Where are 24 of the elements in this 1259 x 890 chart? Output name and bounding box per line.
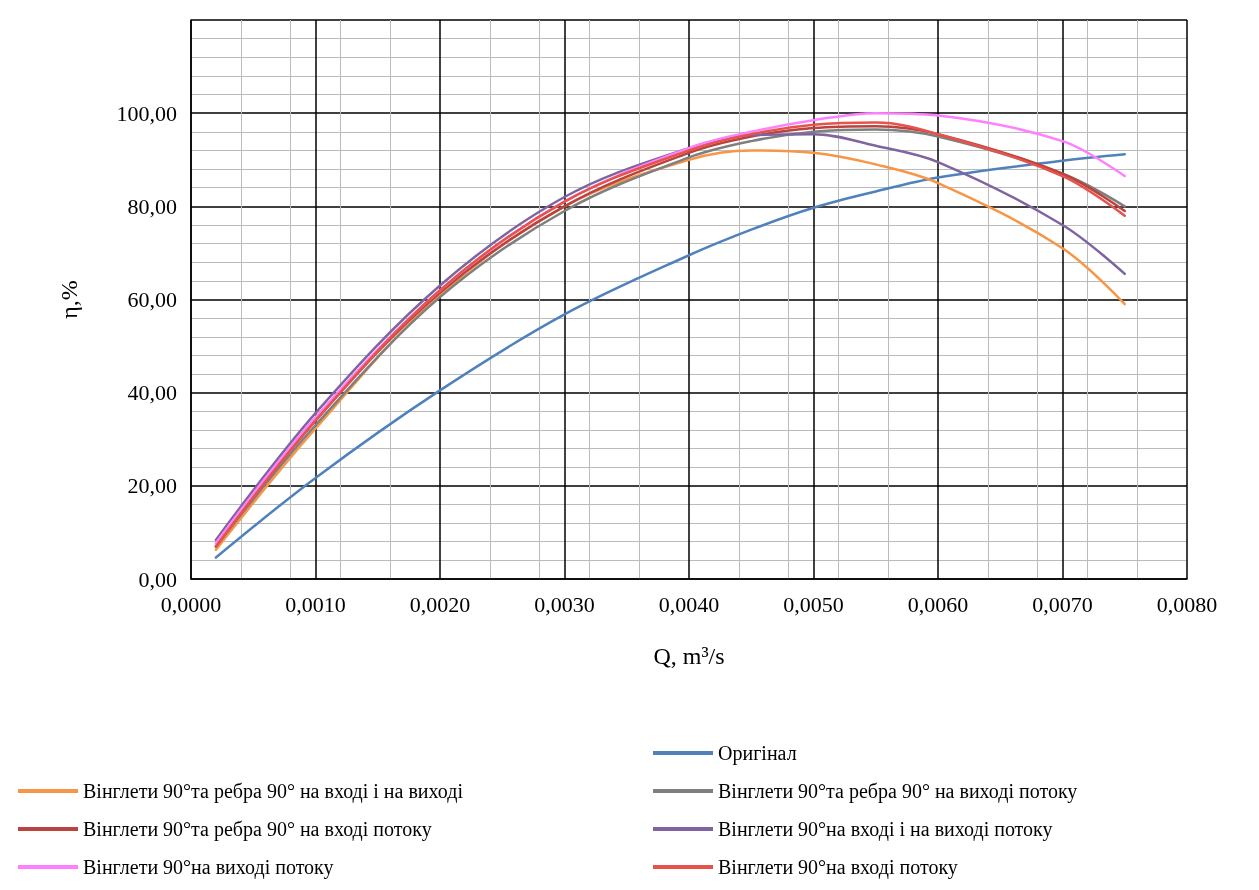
y-tick-label: 80,00 [127,193,177,219]
legend-label: Оригінал [718,742,797,765]
x-tick-label: 0,0010 [285,591,346,617]
legend-label: Вінглети 90°та ребра 90° на вході потоку [83,818,432,841]
legend-label: Вінглети 90°на вході потоку [718,856,958,879]
x-tick-label: 0,0070 [1032,591,1093,617]
y-tick-label: 60,00 [127,287,177,312]
y-tick-label: 40,00 [127,380,177,406]
x-tick-label: 0,0020 [409,591,471,617]
legend-label: Вінглети 90°та ребра 90° на виході потоку [718,780,1078,803]
x-tick-label: 0,0000 [160,591,222,617]
legend-label: Вінглети 90°та ребра 90° на вході і на виході [83,780,464,803]
y-tick-label: 100,00 [116,100,177,126]
legend-label: Вінглети 90°на виході потоку [83,856,334,879]
x-axis-title: Q, m³/s [653,643,725,669]
x-tick-label: 0,0050 [783,591,844,617]
x-tick-label: 0,0060 [907,591,969,617]
x-tick-label: 0,0040 [658,591,720,617]
x-tick-label: 0,0080 [1156,591,1218,617]
y-tick-label: 0,00 [138,566,177,592]
y-tick-label: 20,00 [127,473,177,499]
y-axis-title: η,% [56,280,82,319]
legend-label: Вінглети 90°на вході і на виході потоку [718,818,1053,841]
x-tick-label: 0,0030 [534,591,595,617]
